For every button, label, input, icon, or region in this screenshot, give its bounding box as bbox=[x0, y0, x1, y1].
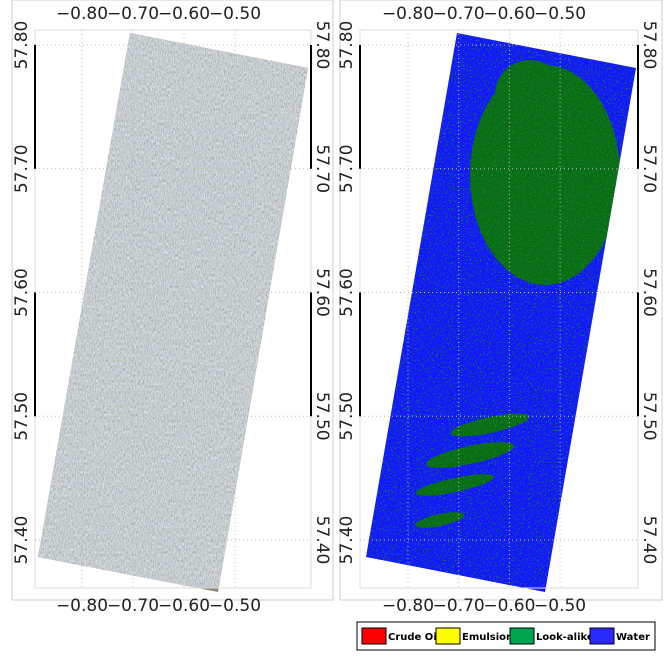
y-tick-label: 57.80 bbox=[337, 21, 357, 70]
y-tick-label: 57.40 bbox=[12, 516, 32, 565]
x-tick-label: −0.70 bbox=[433, 596, 485, 616]
y-tick-label: 57.60 bbox=[312, 268, 332, 317]
y-tick-label: 57.50 bbox=[12, 392, 32, 441]
legend-label: Emulsion bbox=[462, 632, 513, 643]
y-tick-label: 57.40 bbox=[312, 516, 332, 565]
panels: −0.80−0.80−0.70−0.70−0.60−0.60−0.50−0.50… bbox=[12, 0, 662, 616]
legend: Crude Oil Emulsion Look-alike Water bbox=[357, 622, 655, 650]
y-tick-label: 57.60 bbox=[639, 268, 659, 317]
legend-label: Crude Oil bbox=[388, 632, 440, 643]
y-tick-label: 57.70 bbox=[12, 144, 32, 193]
x-tick-label: −0.50 bbox=[534, 596, 586, 616]
legend-swatch bbox=[590, 628, 614, 644]
legend-label: Look-alike bbox=[536, 632, 594, 643]
y-tick-label: 57.50 bbox=[312, 392, 332, 441]
y-tick-label: 57.50 bbox=[337, 392, 357, 441]
legend-swatch bbox=[362, 628, 386, 644]
y-tick-label: 57.40 bbox=[337, 516, 357, 565]
x-tick-label: −0.60 bbox=[483, 596, 535, 616]
legend-label: Water bbox=[616, 632, 650, 643]
x-tick-label: −0.80 bbox=[382, 596, 434, 616]
y-tick-label: 57.80 bbox=[12, 21, 32, 70]
x-tick-label: −0.60 bbox=[483, 4, 535, 24]
x-tick-label: −0.50 bbox=[209, 596, 261, 616]
x-tick-label: −0.70 bbox=[433, 4, 485, 24]
x-tick-label: −0.80 bbox=[56, 4, 108, 24]
y-tick-label: 57.40 bbox=[639, 516, 659, 565]
y-tick-label: 57.70 bbox=[639, 144, 659, 193]
legend-swatch bbox=[436, 628, 460, 644]
x-tick-label: −0.80 bbox=[56, 596, 108, 616]
x-tick-label: −0.60 bbox=[158, 4, 210, 24]
y-tick-label: 57.70 bbox=[337, 144, 357, 193]
x-tick-label: −0.60 bbox=[158, 596, 210, 616]
legend-swatch bbox=[510, 628, 534, 644]
y-tick-label: 57.60 bbox=[337, 268, 357, 317]
map-panel: −0.80−0.80−0.70−0.70−0.60−0.60−0.50−0.50… bbox=[337, 0, 662, 616]
x-tick-label: −0.70 bbox=[107, 596, 159, 616]
y-tick-label: 57.80 bbox=[639, 21, 659, 70]
x-tick-label: −0.80 bbox=[382, 4, 434, 24]
y-tick-label: 57.80 bbox=[312, 21, 332, 70]
x-tick-label: −0.50 bbox=[534, 4, 586, 24]
figure: −0.80−0.80−0.70−0.70−0.60−0.60−0.50−0.50… bbox=[0, 0, 667, 653]
y-tick-label: 57.70 bbox=[312, 144, 332, 193]
x-tick-label: −0.50 bbox=[209, 4, 261, 24]
y-tick-label: 57.60 bbox=[12, 268, 32, 317]
y-tick-label: 57.50 bbox=[639, 392, 659, 441]
map-panel: −0.80−0.80−0.70−0.70−0.60−0.60−0.50−0.50… bbox=[12, 0, 333, 616]
x-tick-label: −0.70 bbox=[107, 4, 159, 24]
